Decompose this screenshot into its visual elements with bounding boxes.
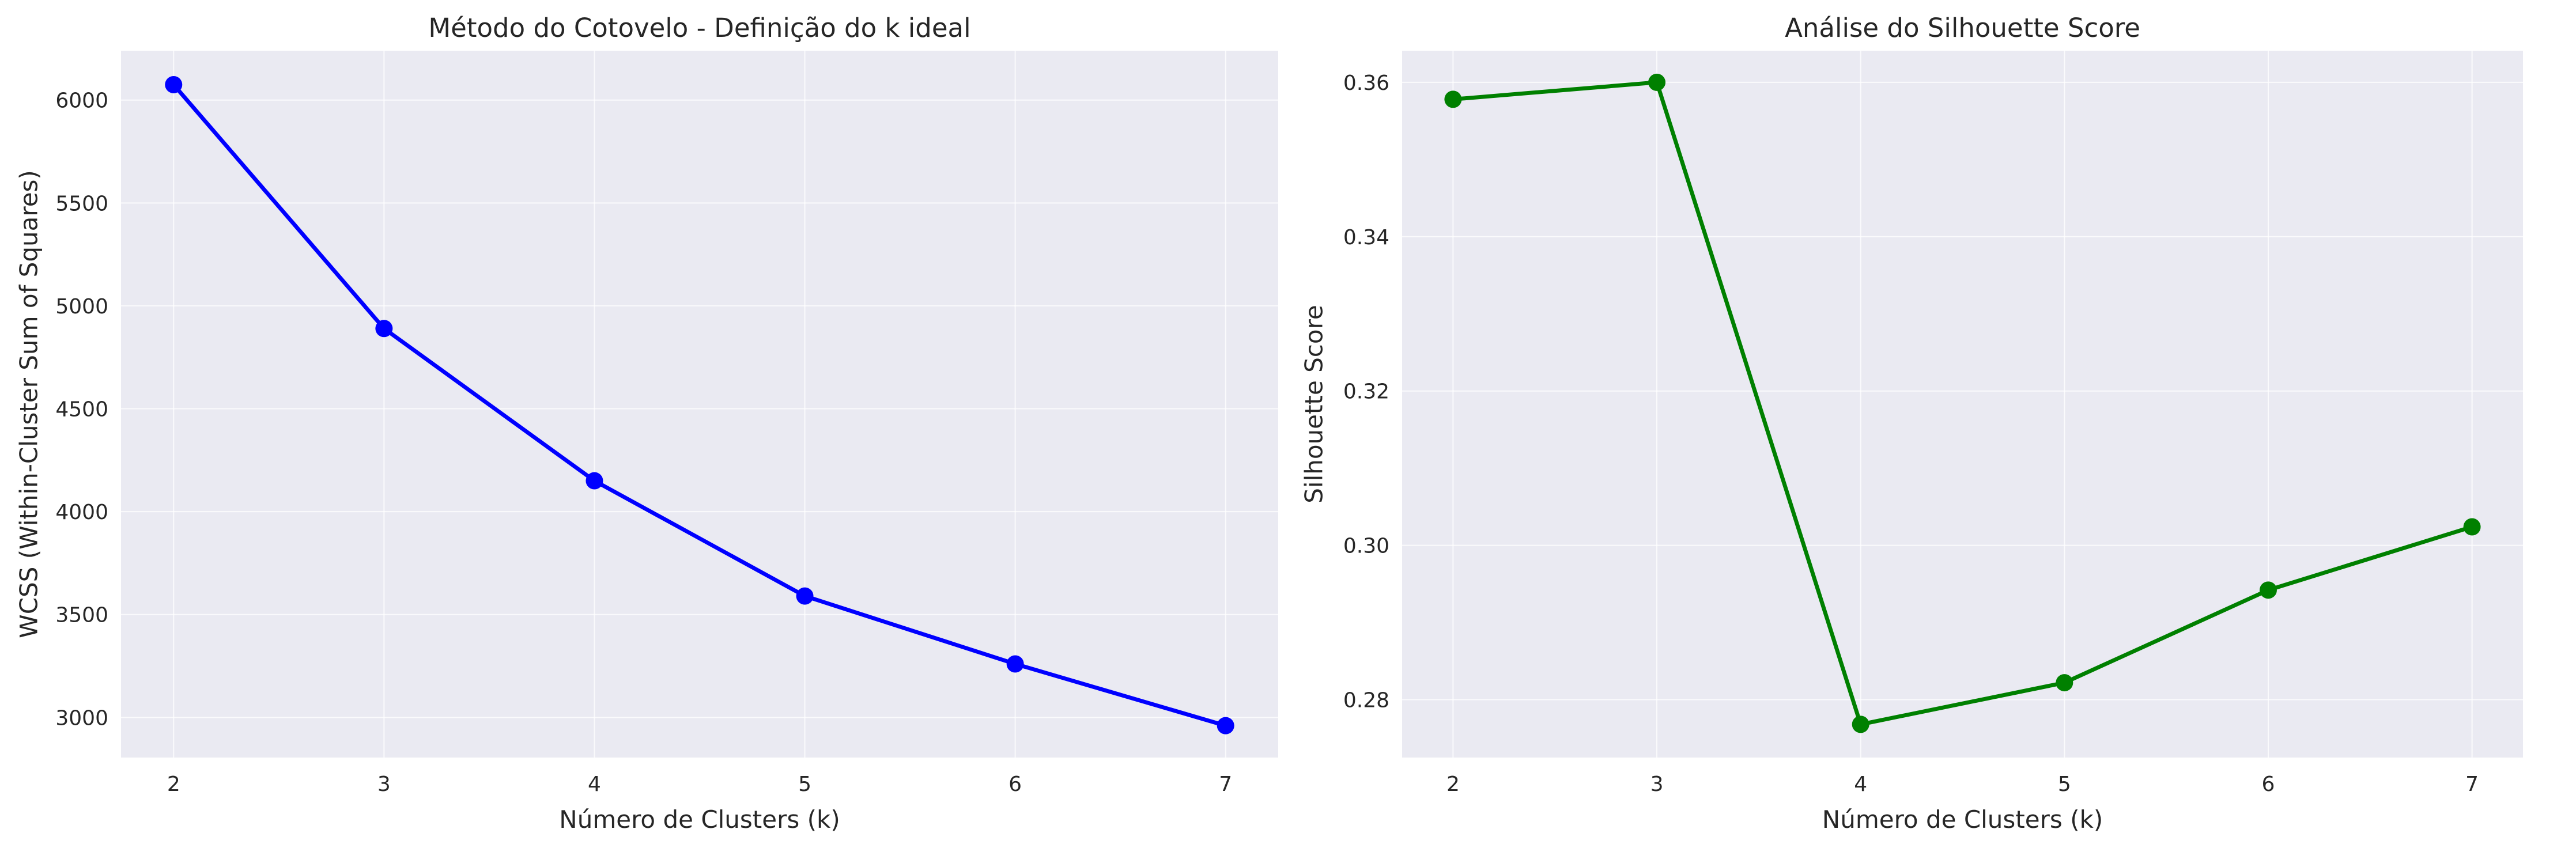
chart-title: Método do Cotovelo - Definição do k idea… [428,13,970,43]
data-point [1217,717,1234,735]
data-point [2259,581,2277,599]
x-axis-label: Número de Clusters (k) [559,805,840,834]
chart-panel-2: 2 3 4 5 6 7 0.28 0.30 0.32 0.34 0.36 Análise do Sil… [1300,13,2523,834]
y-tick-label: 6000 [55,89,108,113]
x-tick-label: 4 [1854,773,1867,796]
data-point [796,587,814,605]
y-tick-label: 4500 [55,398,108,422]
x-tick-label: 5 [2058,773,2071,796]
y-tick-label: 0.28 [1343,689,1389,713]
x-tick-label: 2 [1446,773,1460,796]
x-tick-label: 6 [2262,773,2275,796]
x-tick-label: 6 [1009,773,1022,796]
y-tick-label: 5500 [55,192,108,215]
x-tick-label: 7 [1219,773,1232,796]
series-line [171,82,1228,728]
x-tick-label: 4 [588,773,601,796]
series-line [1451,80,2475,726]
y-tick-label: 0.30 [1343,535,1389,558]
data-point [375,320,393,338]
x-axis-label: Número de Clusters (k) [1822,805,2103,834]
plot-area [121,51,1278,758]
y-tick-label: 0.32 [1343,380,1389,404]
data-point [1852,716,1869,733]
data-point [165,75,183,93]
data-point [1444,90,1462,108]
plot-area [1402,51,2523,758]
x-tick-label: 3 [1650,773,1664,796]
data-point [1648,73,1666,91]
data-point [2463,518,2481,536]
x-tick-label: 3 [377,773,391,796]
y-tick-label: 0.34 [1343,226,1389,249]
x-tick-label: 5 [798,773,811,796]
y-tick-label: 5000 [55,295,108,319]
data-point [1006,655,1024,673]
x-tick-label: 7 [2465,773,2479,796]
data-point [2056,674,2073,692]
y-axis-label: Silhouette Score [1300,305,1328,504]
y-tick-label: 3000 [55,706,108,730]
y-tick-label: 0.36 [1343,71,1389,95]
chart-panel-1: 2 3 4 5 6 7 3000 3500 4000 4500 5000 5500 6000 Método… [15,13,1278,834]
data-point [586,472,603,490]
y-axis-label: WCSS (Within-Cluster Sum of Squares) [15,170,43,638]
x-tick-label: 2 [167,773,180,796]
y-tick-label: 4000 [55,501,108,524]
y-tick-label: 3500 [55,604,108,627]
chart-title: Análise do Silhouette Score [1785,13,2140,43]
